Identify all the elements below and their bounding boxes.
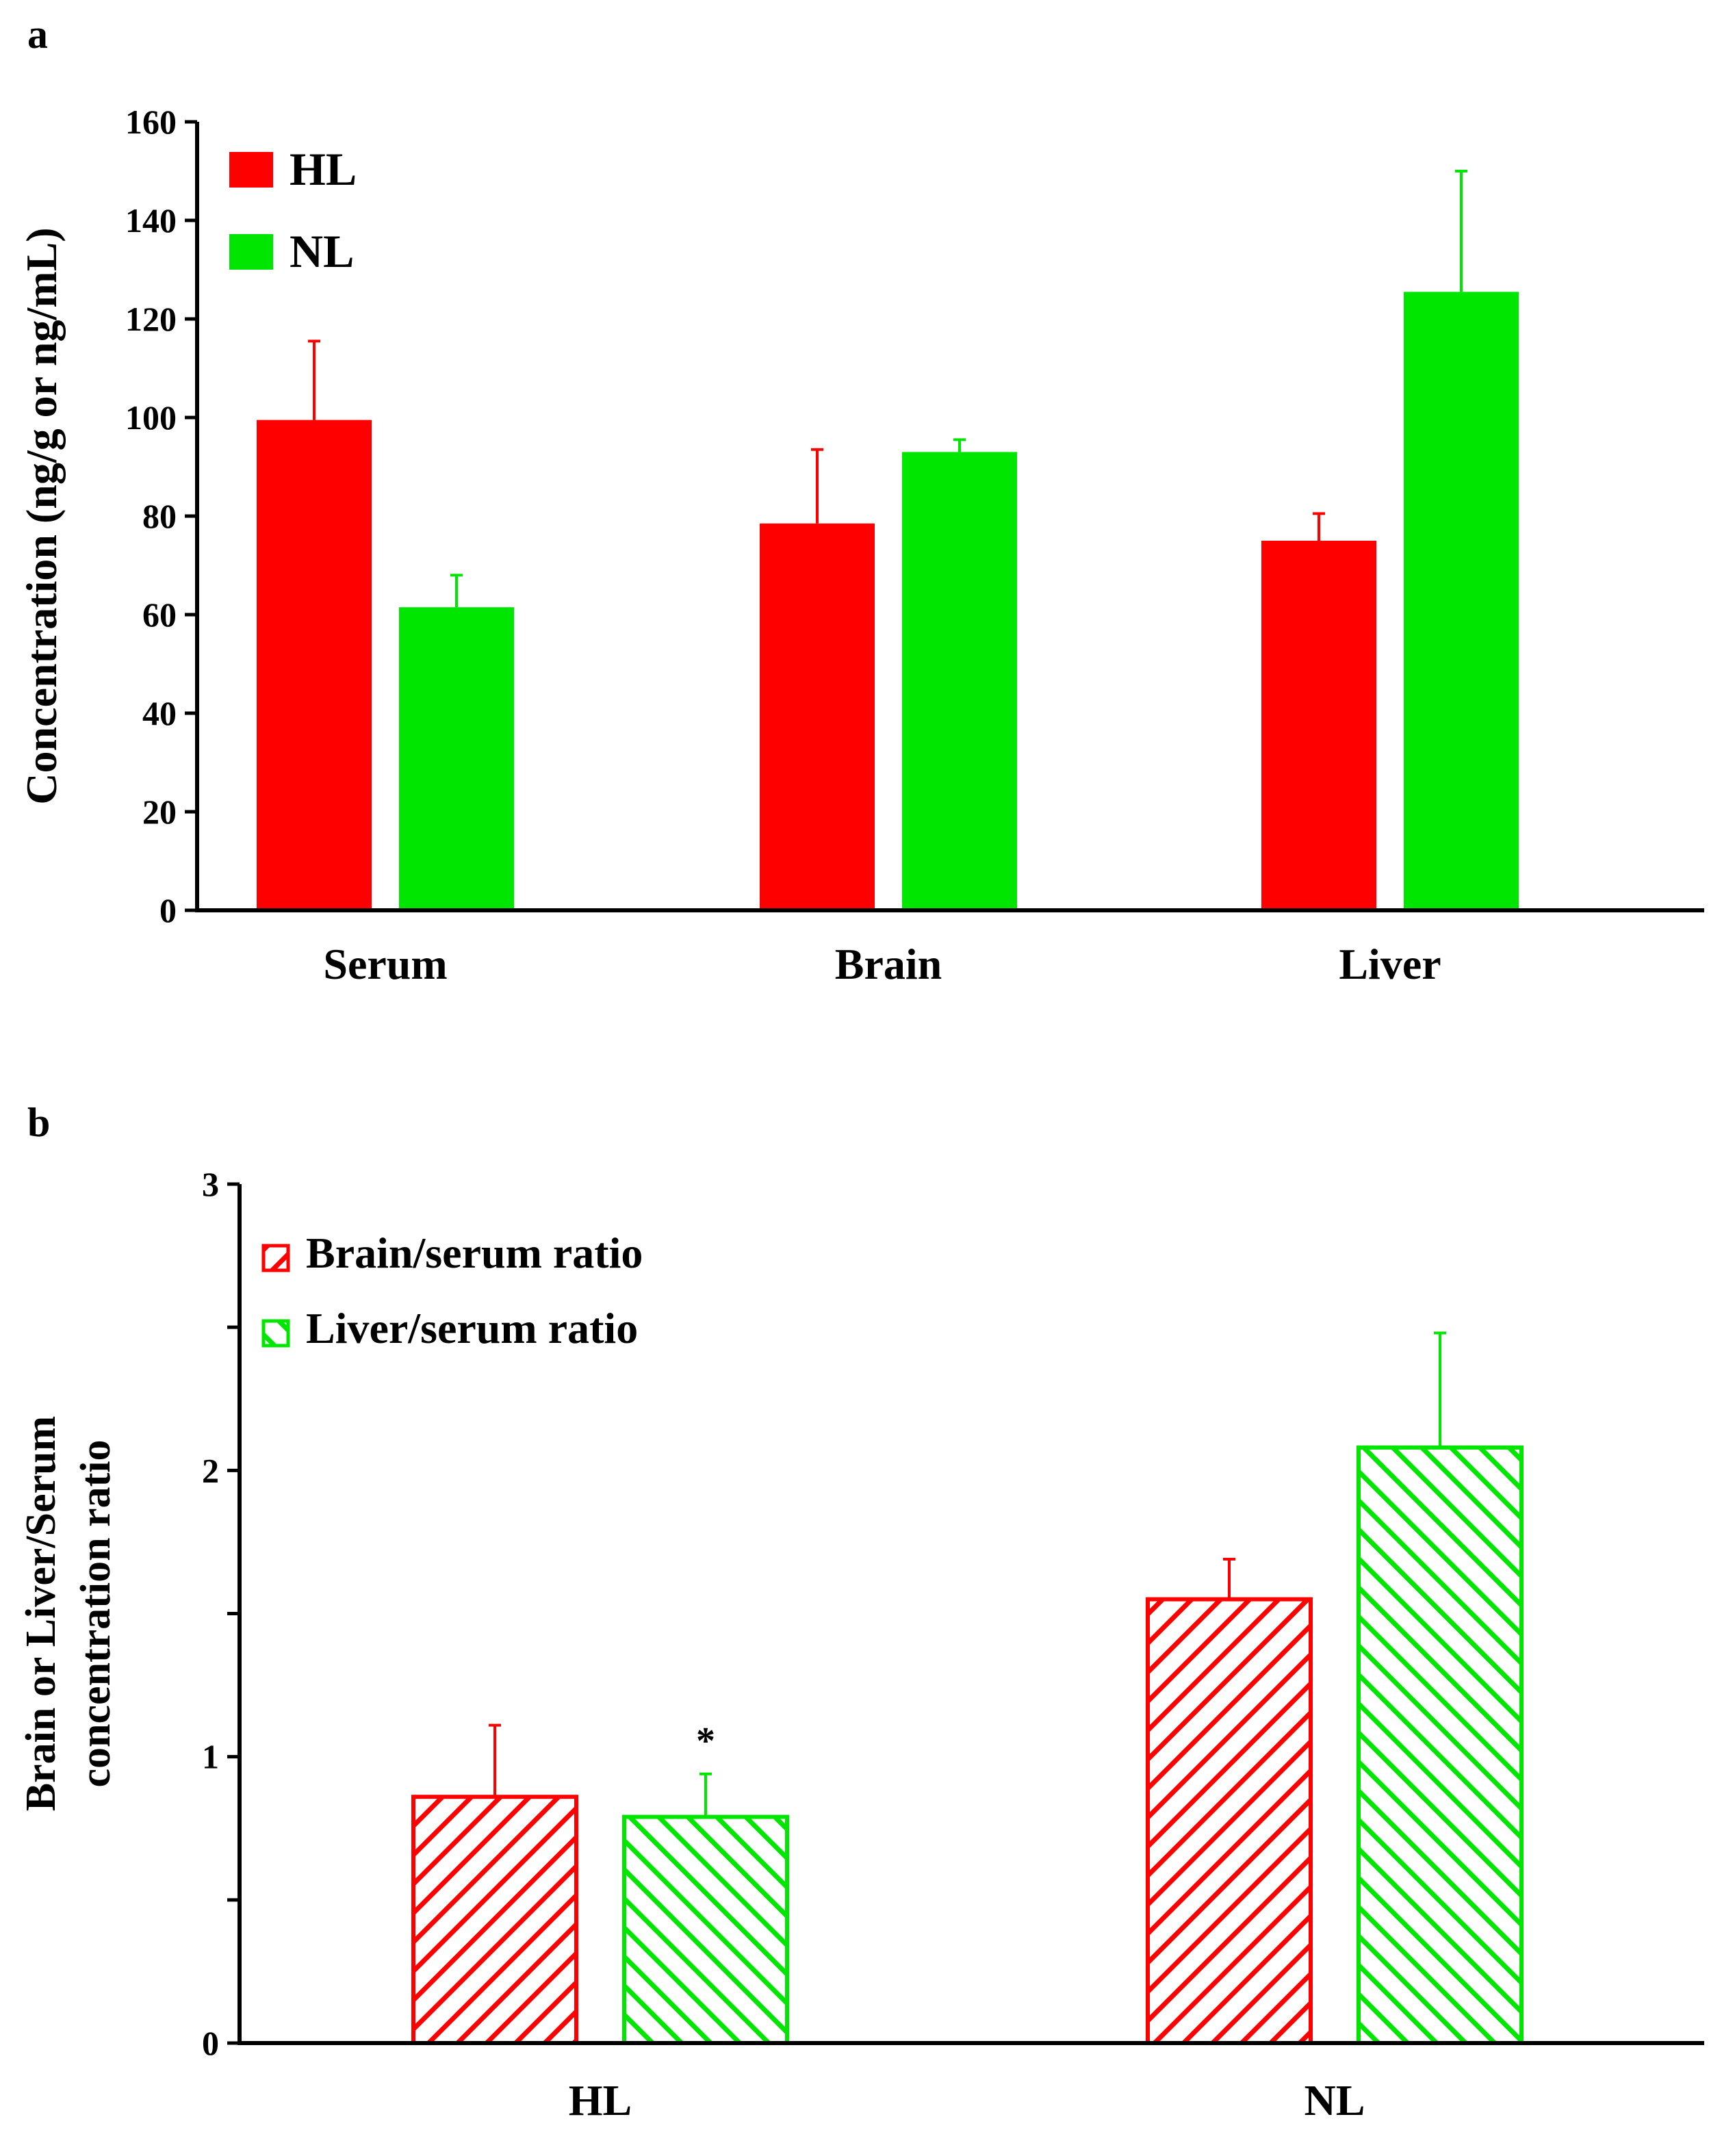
y-tick-label-a: 80 bbox=[142, 497, 177, 535]
legend-swatch-b-0 bbox=[261, 1244, 290, 1272]
y-tick-label-b: 1 bbox=[202, 1738, 219, 1776]
bar-b-liver-serum-ratio-nl bbox=[1357, 1445, 1524, 2046]
x-category-label-serum: Serum bbox=[323, 940, 447, 988]
y-tick-label-b: 3 bbox=[202, 1165, 219, 1203]
y-axis-label-b-line1: Brain or Liver/Serum bbox=[18, 1416, 64, 1811]
y-tick-label-a: 100 bbox=[125, 398, 177, 437]
y-tick-label-a: 20 bbox=[142, 793, 177, 831]
y-tick-label-a: 160 bbox=[125, 103, 177, 141]
bar-a-hl-brain bbox=[760, 523, 875, 910]
significance-star: * bbox=[696, 1720, 715, 1762]
bar-a-hl-serum bbox=[257, 420, 372, 910]
y-tick-label-a: 0 bbox=[159, 891, 177, 929]
y-tick-label-a: 120 bbox=[125, 300, 177, 338]
y-tick-label-a: 40 bbox=[142, 694, 177, 732]
x-category-label-hl: HL bbox=[569, 2076, 632, 2125]
y-axis-label-b-line2: concentration ratio bbox=[73, 1440, 119, 1788]
y-tick-label-b: 0 bbox=[202, 2024, 219, 2062]
y-tick-label-a: 60 bbox=[142, 595, 177, 634]
y-axis-label-a: Concentration (ng/g or ng/mL) bbox=[17, 227, 66, 804]
bar-a-hl-liver bbox=[1261, 541, 1376, 910]
bar-a-nl-serum bbox=[399, 607, 514, 910]
legend-swatch-a-0 bbox=[229, 152, 273, 188]
legend-label-a-1: NL bbox=[290, 225, 354, 277]
x-category-label-liver: Liver bbox=[1339, 940, 1441, 988]
bar-b-liver-serum-ratio-hl bbox=[622, 1814, 789, 2045]
legend-label-b-1: Liver/serum ratio bbox=[306, 1304, 638, 1352]
legend-label-a-0: HL bbox=[290, 143, 357, 195]
x-category-label-brain: Brain bbox=[835, 940, 942, 988]
panel-label-a: a bbox=[27, 12, 48, 57]
x-category-label-nl: NL bbox=[1305, 2076, 1365, 2125]
bar-a-nl-brain bbox=[902, 452, 1017, 910]
y-tick-label-b: 2 bbox=[202, 1451, 219, 1489]
bar-b-brain-serum-ratio-nl bbox=[1146, 1597, 1313, 2045]
legend-swatch-b-1 bbox=[261, 1319, 290, 1348]
bar-a-nl-liver bbox=[1404, 292, 1519, 910]
panel-label-b: b bbox=[27, 1100, 50, 1145]
chart-panel-b: * 0 1 2 3 HL NL Brain or Liver/Serum concentrati… bbox=[18, 1165, 1704, 2125]
legend-swatch-a-1 bbox=[229, 234, 273, 270]
bar-b-brain-serum-ratio-hl bbox=[411, 1795, 578, 2046]
y-tick-label-a: 140 bbox=[125, 201, 177, 240]
legend-label-b-0: Brain/serum ratio bbox=[306, 1229, 643, 1277]
chart-panel-a: 0 20 40 60 80 100 120 140 160 Serum Brain Liver Conc… bbox=[17, 103, 1704, 988]
